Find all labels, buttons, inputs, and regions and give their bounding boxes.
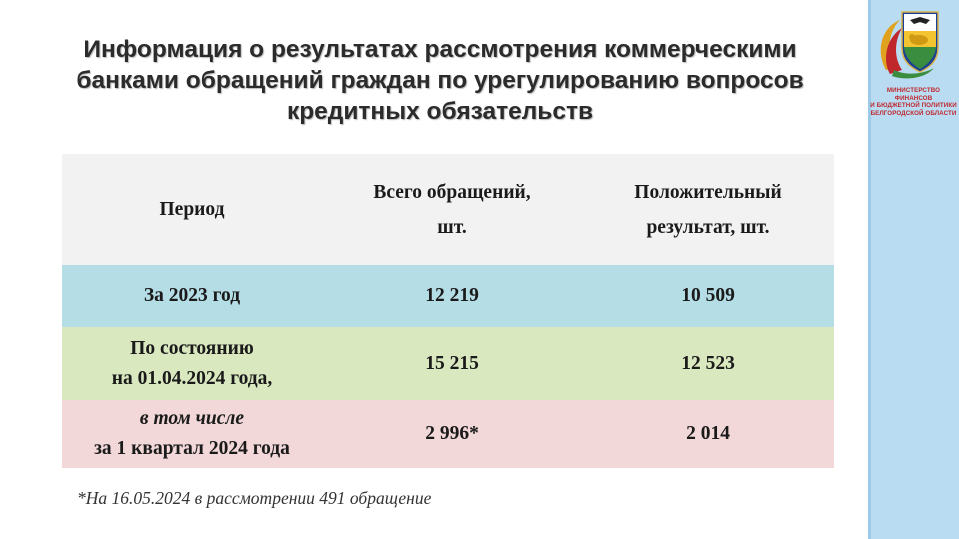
header-total: Всего обращений, шт. (322, 175, 582, 245)
table-row: По состоянию на 01.04.2024 года, 15 215 … (62, 327, 834, 400)
cell-period-line1: в том числе (139, 408, 245, 429)
cell-period-line1: По состоянию (130, 337, 254, 359)
header-total-line1: Всего обращений, (373, 181, 531, 203)
header-period: Период (159, 199, 225, 220)
title-line3: кредитных обязательств (286, 98, 594, 125)
header-positive-line2: результат, шт. (646, 216, 770, 238)
side-panel (868, 0, 959, 539)
cell-positive: 12 523 (681, 352, 735, 374)
cell-positive: 10 509 (681, 285, 735, 306)
table-row: За 2023 год 12 219 10 509 (62, 265, 834, 327)
results-table: Период Всего обращений, шт. Положительны… (62, 154, 834, 468)
cell-period: За 2023 год (143, 285, 241, 306)
title-line2: банками обращений граждан по урегулирова… (76, 67, 804, 94)
cell-total: 15 215 (425, 352, 479, 374)
table-header-row: Период Всего обращений, шт. Положительны… (62, 154, 834, 265)
header-total-line2: шт. (437, 216, 467, 238)
side-stripe (868, 0, 871, 539)
logo-caption-line2: И БЮДЖЕТНОЙ ПОЛИТИКИ (870, 102, 957, 110)
cell-positive: 2 014 (686, 423, 730, 444)
header-positive-line1: Положительный (634, 181, 782, 203)
logo-caption-line1: МИНИСТЕРСТВО ФИНАНСОВ (886, 87, 941, 102)
cell-total: 2 996* (425, 423, 479, 444)
table-row: в том числе за 1 квартал 2024 года 2 996… (62, 400, 834, 468)
cell-total: 12 219 (425, 285, 479, 306)
title-line1: Информация о результатах рассмотрения ко… (83, 36, 797, 63)
cell-period-line2: на 01.04.2024 года, (111, 367, 273, 389)
cell-period: По состоянию на 01.04.2024 года, (62, 334, 322, 394)
belgorod-coat-of-arms-icon (880, 11, 939, 79)
page-title: Информация о результатах рассмотрения ко… (20, 34, 860, 127)
header-positive: Положительный результат, шт. (582, 175, 834, 245)
footnote: *На 16.05.2024 в рассмотрении 491 обраще… (77, 488, 432, 508)
logo-caption-line3: БЕЛГОРОДСКОЙ ОБЛАСТИ (870, 109, 957, 117)
cell-period: в том числе за 1 квартал 2024 года (62, 404, 322, 464)
cell-period-line2: за 1 квартал 2024 года (94, 438, 290, 459)
logo-caption: МИНИСТЕРСТВО ФИНАНСОВ И БЮДЖЕТНОЙ ПОЛИТИ… (869, 87, 958, 117)
